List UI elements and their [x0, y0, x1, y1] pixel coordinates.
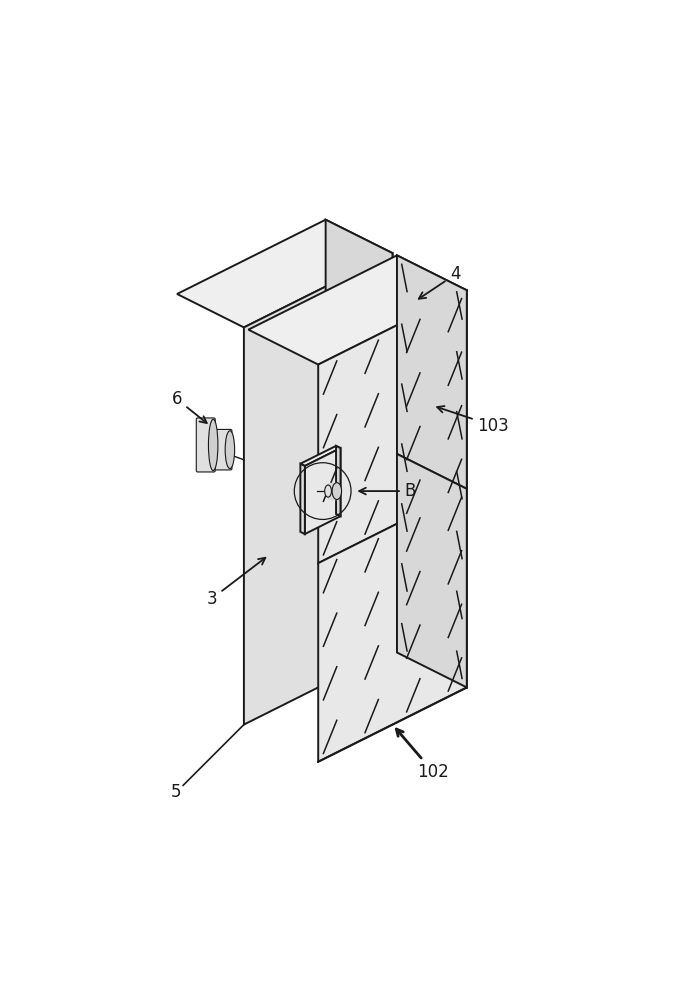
Polygon shape	[300, 464, 305, 534]
Polygon shape	[177, 220, 392, 327]
Text: 103: 103	[437, 406, 509, 435]
Polygon shape	[328, 483, 337, 499]
Text: B: B	[359, 482, 416, 500]
Ellipse shape	[208, 419, 218, 471]
Polygon shape	[397, 255, 466, 489]
Ellipse shape	[225, 431, 235, 469]
Polygon shape	[300, 446, 340, 466]
Polygon shape	[336, 446, 340, 516]
Polygon shape	[318, 290, 466, 563]
Polygon shape	[305, 448, 340, 534]
Polygon shape	[397, 454, 466, 687]
FancyBboxPatch shape	[213, 429, 232, 470]
Polygon shape	[326, 220, 392, 650]
Text: 102: 102	[396, 729, 449, 781]
FancyBboxPatch shape	[196, 418, 215, 472]
Polygon shape	[318, 489, 466, 762]
Ellipse shape	[332, 483, 342, 500]
Text: 5: 5	[171, 783, 182, 801]
Polygon shape	[249, 255, 466, 365]
Polygon shape	[244, 253, 392, 725]
Text: 6: 6	[172, 390, 207, 423]
Text: 3: 3	[206, 558, 266, 608]
Ellipse shape	[325, 485, 332, 497]
Text: 4: 4	[419, 265, 460, 299]
